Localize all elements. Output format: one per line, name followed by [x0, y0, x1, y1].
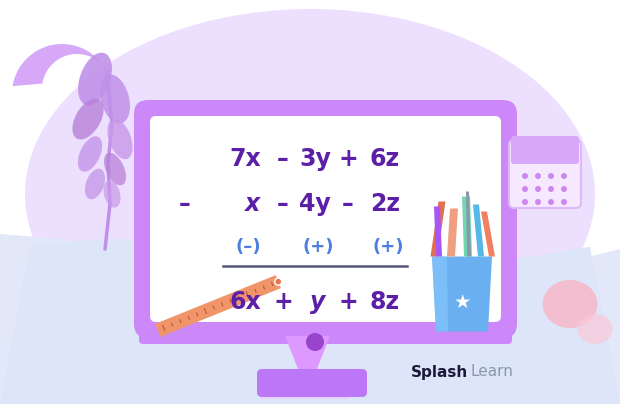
Circle shape: [535, 186, 541, 192]
Ellipse shape: [542, 280, 598, 328]
Text: Splash: Splash: [410, 364, 468, 379]
Polygon shape: [0, 239, 620, 404]
Circle shape: [548, 173, 554, 179]
Polygon shape: [432, 257, 448, 332]
Polygon shape: [260, 374, 350, 399]
Polygon shape: [447, 208, 458, 257]
Ellipse shape: [426, 289, 498, 307]
FancyBboxPatch shape: [257, 369, 367, 397]
Text: +: +: [273, 290, 293, 314]
Text: 6z: 6z: [370, 147, 400, 171]
FancyBboxPatch shape: [139, 312, 512, 344]
Polygon shape: [107, 119, 133, 159]
Circle shape: [522, 199, 528, 205]
Polygon shape: [100, 75, 130, 123]
Text: 8z: 8z: [370, 290, 400, 314]
Polygon shape: [434, 206, 442, 257]
Polygon shape: [466, 191, 471, 257]
Text: –: –: [277, 192, 289, 216]
Polygon shape: [155, 275, 281, 337]
Polygon shape: [104, 180, 120, 208]
Polygon shape: [0, 234, 620, 404]
Polygon shape: [78, 53, 112, 105]
Text: –: –: [342, 192, 354, 216]
Polygon shape: [481, 212, 495, 257]
FancyBboxPatch shape: [511, 136, 579, 164]
Circle shape: [561, 199, 567, 205]
Text: –: –: [277, 147, 289, 171]
Polygon shape: [104, 153, 126, 185]
Circle shape: [522, 186, 528, 192]
Polygon shape: [73, 99, 104, 139]
Polygon shape: [85, 168, 105, 199]
FancyBboxPatch shape: [509, 140, 581, 208]
Polygon shape: [285, 336, 330, 374]
Circle shape: [561, 186, 567, 192]
Circle shape: [306, 333, 324, 351]
Circle shape: [548, 186, 554, 192]
Polygon shape: [430, 202, 446, 257]
Ellipse shape: [577, 314, 613, 344]
Polygon shape: [462, 196, 472, 257]
Polygon shape: [78, 136, 102, 172]
Polygon shape: [473, 204, 484, 257]
Circle shape: [535, 199, 541, 205]
Circle shape: [275, 278, 281, 285]
FancyBboxPatch shape: [134, 100, 517, 338]
Text: –: –: [179, 192, 191, 216]
Text: (+): (+): [303, 238, 334, 256]
Text: y: y: [311, 290, 326, 314]
Text: ★: ★: [453, 292, 471, 311]
Circle shape: [548, 199, 554, 205]
Circle shape: [535, 173, 541, 179]
Polygon shape: [12, 44, 112, 86]
Ellipse shape: [25, 9, 595, 379]
Text: (+): (+): [372, 238, 404, 256]
Text: 2z: 2z: [370, 192, 400, 216]
Text: 6x: 6x: [229, 290, 261, 314]
Text: 3y: 3y: [299, 147, 331, 171]
Text: (–): (–): [235, 238, 261, 256]
Text: 4y: 4y: [299, 192, 331, 216]
Circle shape: [561, 173, 567, 179]
Circle shape: [522, 173, 528, 179]
Text: Learn: Learn: [470, 364, 513, 379]
Text: 7x: 7x: [229, 147, 261, 171]
Text: x: x: [246, 192, 260, 216]
Polygon shape: [432, 257, 492, 332]
Text: +: +: [338, 147, 358, 171]
FancyBboxPatch shape: [150, 116, 501, 322]
Text: +: +: [338, 290, 358, 314]
